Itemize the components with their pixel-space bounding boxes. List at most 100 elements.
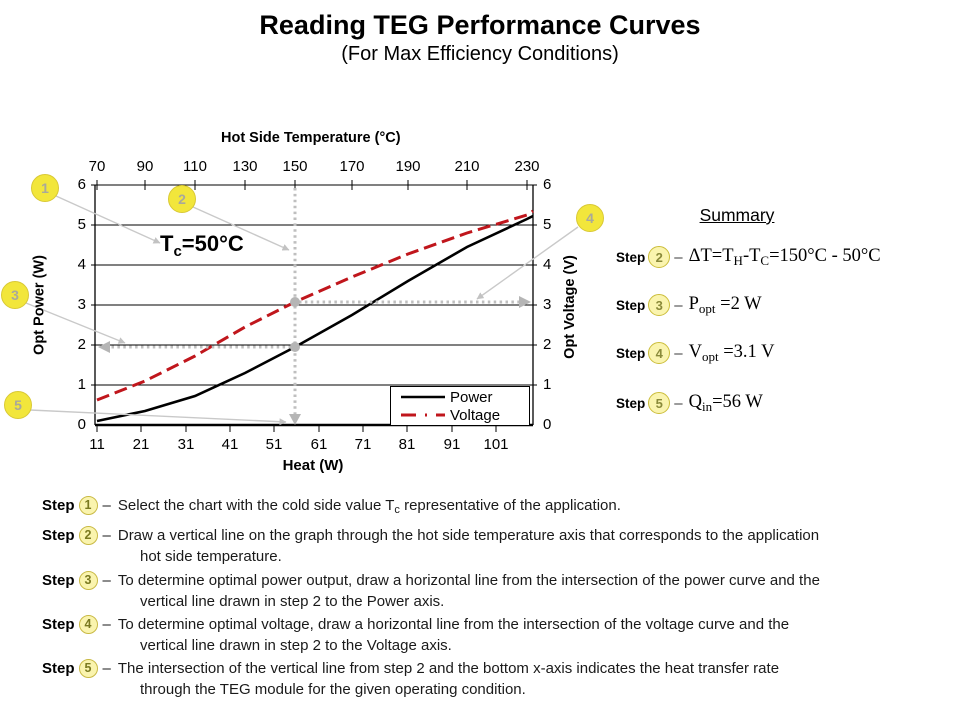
dash: – — [674, 248, 683, 266]
step-label: Step — [616, 395, 646, 411]
callout-lines — [25, 195, 579, 426]
left-axis-title: Opt Power (W) — [31, 255, 48, 355]
step-number-badge: 5 — [648, 392, 671, 414]
bottom-axis-tick-label: 31 — [177, 436, 195, 453]
summary-formula: Popt =2 W — [688, 293, 762, 316]
instruction-text-continued: hot side temperature. — [140, 548, 282, 565]
dash: – — [674, 296, 683, 314]
instruction-step-3: Step 3 – To determine optimal power outp… — [42, 571, 820, 590]
top-axis-tick-label: 110 — [183, 158, 207, 175]
bottom-axis-tick-label: 61 — [310, 436, 328, 453]
summary-title: Summary — [699, 205, 775, 225]
step-label: Step — [42, 497, 75, 514]
step-number-badge: 1 — [78, 496, 98, 515]
instruction-step-5: Step 5 – The intersection of the vertica… — [42, 659, 779, 678]
right-axis-tick-label: 3 — [543, 296, 552, 313]
step-number-badge: 2 — [78, 526, 98, 545]
step-label: Step — [42, 527, 75, 544]
callout-line-1 — [55, 195, 161, 244]
guide-lines — [110, 188, 519, 416]
step-number-badge: 4 — [78, 615, 98, 634]
bottom-axis-tick-label: 81 — [398, 436, 416, 453]
summary-formula: Qin=56 W — [688, 391, 763, 414]
top-axis-title: Hot Side Temperature (°C) — [221, 130, 401, 146]
step-number-badge: 2 — [648, 246, 671, 268]
top-axis-tick-label: 130 — [232, 158, 258, 175]
callout-line-5 — [29, 409, 287, 426]
dash: – — [102, 572, 111, 589]
chart-legend: Power Voltage — [390, 386, 530, 426]
instruction-step-4: Step 4 – To determine optimal voltage, d… — [42, 615, 789, 634]
power-intersection-dot — [290, 342, 300, 352]
step-number-badge: 4 — [648, 342, 671, 364]
dash: – — [674, 394, 683, 412]
top-axis-tick-label: 170 — [339, 158, 365, 175]
step-label: Step — [616, 249, 646, 265]
callout-line-4 — [476, 226, 579, 300]
top-axis-tick-label: 70 — [88, 158, 106, 175]
right-axis-tick-label: 4 — [543, 256, 552, 273]
page-subtitle: (For Max Efficiency Conditions) — [341, 43, 619, 65]
bottom-axis-tick-label: 11 — [89, 436, 105, 453]
callout-line-3 — [25, 302, 126, 344]
summary-formula: Vopt =3.1 V — [688, 341, 775, 364]
summary-row-step4: Step 4 – Vopt =3.1 V — [616, 340, 774, 366]
left-axis-tick-label: 5 — [77, 216, 86, 233]
tick-marks — [91, 180, 537, 432]
top-axis-tick-label: 230 — [514, 158, 540, 175]
voltage-line-sample — [401, 413, 445, 417]
right-axis-tick-label: 0 — [543, 416, 552, 433]
bottom-axis-tick-label: 71 — [354, 436, 372, 453]
dash: – — [674, 344, 683, 362]
step-label: Step — [42, 616, 75, 633]
callout-circle-4: 4 — [576, 204, 604, 232]
instruction-text-continued: vertical line drawn in step 2 to the Pow… — [140, 593, 445, 610]
bottom-axis-tick-label: 51 — [265, 436, 283, 453]
summary-formula: ΔT=TH-TC=150°C - 50°C — [688, 245, 881, 268]
instruction-text: To determine optimal power output, draw … — [117, 572, 820, 589]
legend-item-voltage: Voltage — [399, 406, 529, 424]
guide-arrowheads — [98, 296, 531, 425]
left-axis-tick-label: 2 — [77, 336, 86, 353]
instruction-text: Draw a vertical line on the graph throug… — [117, 527, 820, 544]
instruction-step-2: Step 2 – Draw a vertical line on the gra… — [42, 526, 819, 545]
step-number-badge: 5 — [78, 659, 98, 678]
cold-side-temperature-label: Tc=50°C — [160, 231, 244, 260]
page-title: Reading TEG Performance Curves — [259, 10, 701, 40]
callout-circle-3: 3 — [1, 281, 29, 309]
top-axis-tick-label: 90 — [136, 158, 154, 175]
instruction-text-continued: vertical line drawn in step 2 to the Vol… — [140, 637, 452, 654]
legend-item-power: Power — [399, 388, 529, 406]
step-label: Step — [616, 345, 646, 361]
left-axis-tick-label: 1 — [77, 376, 86, 393]
left-axis-tick-label: 3 — [77, 296, 86, 313]
step-number-badge: 3 — [648, 294, 671, 316]
gridlines — [95, 184, 533, 386]
callout-line-2 — [192, 206, 290, 251]
right-axis-tick-label: 2 — [543, 336, 552, 353]
top-axis-tick-label: 210 — [454, 158, 480, 175]
dash: – — [102, 497, 111, 514]
top-axis-tick-label: 150 — [282, 158, 308, 175]
summary-row-step5: Step 5 – Qin=56 W — [616, 390, 763, 416]
bottom-axis-tick-label: 91 — [443, 436, 461, 453]
dash: – — [102, 616, 111, 633]
instruction-text-continued: through the TEG module for the given ope… — [140, 681, 526, 698]
left-axis-tick-label: 0 — [77, 416, 86, 433]
right-axis-tick-label: 6 — [543, 176, 552, 193]
callout-circle-1: 1 — [31, 174, 59, 202]
callout-circle-5: 5 — [4, 391, 32, 419]
summary-row-step3: Step 3 – Popt =2 W — [616, 292, 762, 318]
bottom-axis-tick-label: 21 — [132, 436, 150, 453]
step-number-badge: 3 — [78, 571, 98, 590]
left-axis-tick-label: 6 — [77, 176, 86, 193]
power-line-sample — [401, 395, 445, 399]
top-axis-tick-label: 190 — [395, 158, 421, 175]
voltage-intersection-dot — [290, 297, 300, 307]
instruction-text: Select the chart with the cold side valu… — [117, 497, 621, 516]
right-axis-tick-label: 5 — [543, 216, 552, 233]
summary-row-step2: Step 2 – ΔT=TH-TC=150°C - 50°C — [616, 244, 881, 270]
dash: – — [102, 527, 111, 544]
